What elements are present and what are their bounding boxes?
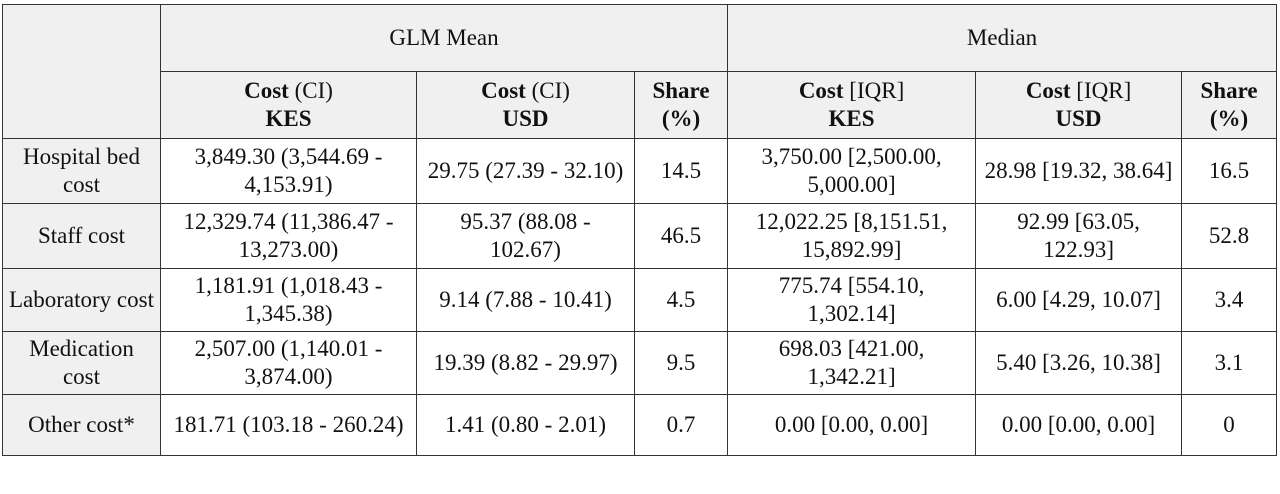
column-header-median-cost-kes: Cost [IQR] KES — [727, 71, 977, 139]
cell-glm-cost-kes: 3,849.30 (3,544.69 - 4,153.91) — [160, 138, 417, 204]
cell-glm-cost-usd: 95.37 (88.08 - 102.67) — [416, 203, 635, 269]
row-label-laboratory-cost: Laboratory cost — [2, 268, 161, 332]
column-header-main: Share — [652, 78, 710, 103]
column-header-unit: (%) — [1209, 106, 1249, 131]
column-header-median-share: Share (%) — [1181, 71, 1278, 139]
cell-median-cost-usd: 6.00 [4.29, 10.07] — [975, 268, 1183, 332]
cell-median-share: 52.8 — [1181, 203, 1278, 269]
column-header-paren: [IQR] — [1070, 78, 1132, 103]
column-header-unit: (%) — [661, 106, 701, 131]
column-header-paren: [IQR] — [843, 78, 905, 103]
cell-glm-cost-usd: 19.39 (8.82 - 29.97) — [416, 331, 635, 395]
cell-median-cost-usd: 5.40 [3.26, 10.38] — [975, 331, 1183, 395]
column-header-main: Share — [1200, 78, 1258, 103]
table-row: Other cost* 181.71 (103.18 - 260.24) 1.4… — [2, 394, 1278, 456]
column-header-unit: KES — [828, 106, 875, 131]
column-header-main: Cost — [244, 78, 289, 103]
cell-glm-share: 0.7 — [633, 394, 729, 456]
row-label-other-cost: Other cost* — [2, 394, 161, 456]
cell-median-cost-kes: 0.00 [0.00, 0.00] — [727, 394, 977, 456]
cell-glm-cost-usd: 9.14 (7.88 - 10.41) — [416, 268, 635, 332]
cell-glm-cost-usd: 29.75 (27.39 - 32.10) — [416, 138, 635, 204]
cell-median-share: 16.5 — [1181, 138, 1278, 204]
column-header-unit: KES — [265, 106, 312, 131]
cell-median-cost-usd: 28.98 [19.32, 38.64] — [975, 138, 1183, 204]
row-label-staff-cost: Staff cost — [2, 203, 161, 269]
column-header-unit: USD — [1055, 106, 1102, 131]
cell-median-share: 3.4 — [1181, 268, 1278, 332]
column-header-glm-cost-usd: Cost (CI) USD — [416, 71, 635, 139]
cell-glm-cost-kes: 181.71 (103.18 - 260.24) — [160, 394, 417, 456]
group-header-median: Median — [727, 4, 1278, 72]
cell-glm-share: 46.5 — [633, 203, 729, 269]
table-row: Medication cost 2,507.00 (1,140.01 - 3,8… — [2, 331, 1278, 395]
cell-glm-cost-kes: 2,507.00 (1,140.01 - 3,874.00) — [160, 331, 417, 395]
table-row: Hospital bed cost 3,849.30 (3,544.69 - 4… — [2, 138, 1278, 204]
table-row: Laboratory cost 1,181.91 (1,018.43 - 1,3… — [2, 268, 1278, 332]
cell-median-share: 3.1 — [1181, 331, 1278, 395]
cell-median-cost-kes: 12,022.25 [8,151.51, 15,892.99] — [727, 203, 977, 269]
group-header-glm-mean: GLM Mean — [159, 4, 729, 72]
column-header-main: Cost — [798, 78, 844, 103]
cell-glm-cost-kes: 12,329.74 (11,386.47 - 13,273.00) — [160, 203, 417, 269]
cell-glm-share: 9.5 — [633, 331, 729, 395]
row-label-hospital-bed-cost: Hospital bed cost — [2, 138, 161, 204]
column-header-median-cost-usd: Cost [IQR] USD — [975, 71, 1183, 139]
table-row: Staff cost 12,329.74 (11,386.47 - 13,273… — [2, 203, 1278, 269]
cell-median-cost-kes: 3,750.00 [2,500.00, 5,000.00] — [727, 138, 977, 204]
cell-median-share: 0 — [1181, 394, 1278, 456]
row-label-medication-cost: Medication cost — [2, 331, 161, 395]
cell-glm-share: 14.5 — [633, 138, 729, 204]
column-header-glm-cost-kes: Cost (CI) KES — [160, 71, 417, 139]
cell-median-cost-usd: 0.00 [0.00, 0.00] — [975, 394, 1183, 456]
cell-glm-cost-kes: 1,181.91 (1,018.43 - 1,345.38) — [160, 268, 417, 332]
cell-median-cost-usd: 92.99 [63.05, 122.93] — [975, 203, 1183, 269]
cell-glm-share: 4.5 — [633, 268, 729, 332]
column-header-paren: (CI) — [525, 78, 570, 103]
column-header-unit: USD — [502, 106, 549, 131]
table-corner-cell — [2, 4, 161, 139]
cell-median-cost-kes: 698.03 [421.00, 1,342.21] — [727, 331, 977, 395]
column-header-main: Cost — [1025, 78, 1071, 103]
cell-glm-cost-usd: 1.41 (0.80 - 2.01) — [416, 394, 635, 456]
column-header-paren: (CI) — [288, 78, 333, 103]
column-header-main: Cost — [481, 78, 526, 103]
cell-median-cost-kes: 775.74 [554.10, 1,302.14] — [727, 268, 977, 332]
cost-table: GLM Mean Median Cost (CI) KES Cost (CI) US… — [2, 4, 1278, 456]
column-header-glm-share: Share (%) — [633, 71, 729, 139]
